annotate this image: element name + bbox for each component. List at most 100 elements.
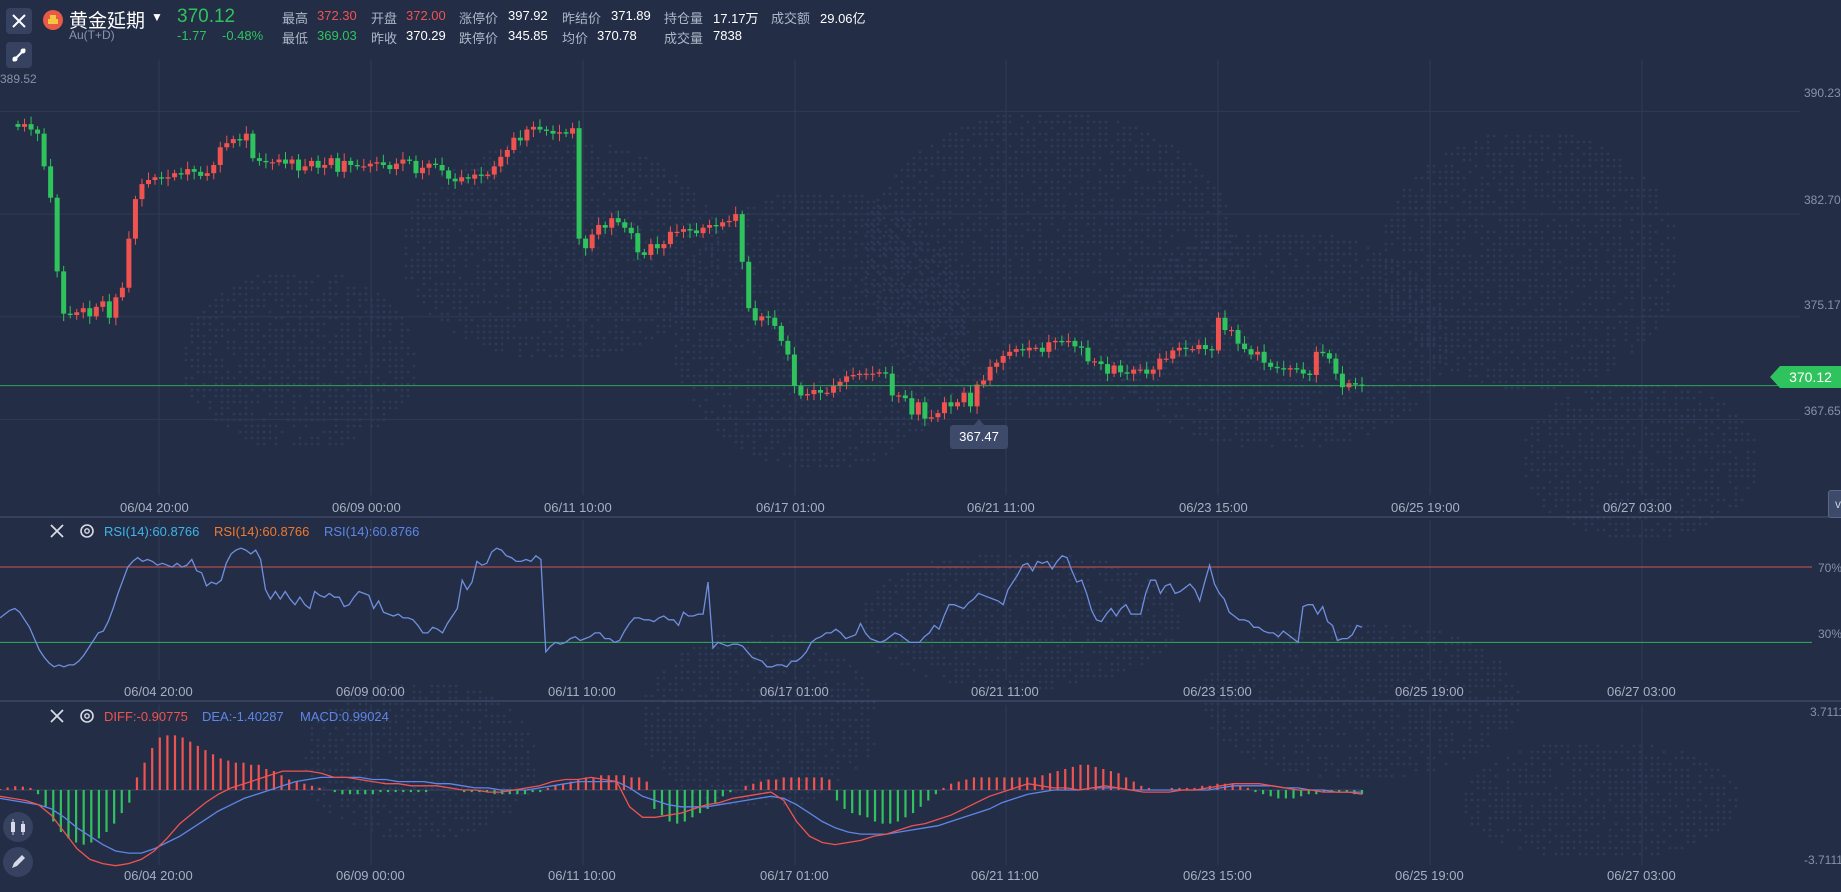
map-dot xyxy=(1258,234,1262,238)
map-dot xyxy=(208,364,212,368)
map-dot xyxy=(1258,420,1262,424)
map-dot xyxy=(1218,282,1222,286)
map-dot xyxy=(596,252,600,256)
map-dot xyxy=(1146,204,1150,208)
map-dot xyxy=(1002,246,1006,250)
map-dot xyxy=(1014,252,1018,256)
map-dot xyxy=(932,284,936,288)
map-dot xyxy=(1032,306,1036,310)
map-dot xyxy=(494,240,498,244)
map-dot xyxy=(274,358,278,362)
map-dot xyxy=(908,218,912,222)
map-dot xyxy=(876,312,880,316)
map-dot xyxy=(1188,354,1192,358)
map-dot xyxy=(530,210,534,214)
map-dot xyxy=(1276,246,1280,250)
map-dot xyxy=(1062,132,1066,136)
map-dot xyxy=(1246,432,1250,436)
map-dot xyxy=(1150,276,1154,280)
map-dot xyxy=(812,434,816,438)
map-dot xyxy=(836,218,840,222)
map-dot xyxy=(488,312,492,316)
map-dot xyxy=(578,348,582,352)
map-dot xyxy=(1264,234,1268,238)
map-dot xyxy=(1210,300,1214,304)
map-dot xyxy=(806,218,810,222)
map-dot xyxy=(920,284,924,288)
map-dot xyxy=(1222,342,1226,346)
map-dot xyxy=(914,266,918,270)
map-dot xyxy=(990,330,994,334)
map-dot xyxy=(1240,390,1244,394)
map-dot xyxy=(668,312,672,316)
map-dot xyxy=(764,422,768,426)
map-dot xyxy=(1194,228,1198,232)
map-dot xyxy=(1246,234,1250,238)
map-dot xyxy=(1002,228,1006,232)
map-dot xyxy=(1152,252,1156,256)
map-dot xyxy=(776,302,780,306)
map-dot xyxy=(1246,378,1250,382)
map-dot xyxy=(1014,360,1018,364)
map-dot xyxy=(734,344,738,348)
map-dot xyxy=(704,248,708,252)
map-dot xyxy=(244,298,248,302)
map-dot xyxy=(596,210,600,214)
map-dot xyxy=(1104,222,1108,226)
map-dot xyxy=(984,168,988,172)
map-dot xyxy=(262,292,266,296)
map-dot xyxy=(854,392,858,396)
map-dot xyxy=(944,254,948,258)
map-dot xyxy=(506,198,510,202)
map-dot xyxy=(920,242,924,246)
map-dot xyxy=(1080,252,1084,256)
map-dot xyxy=(818,416,822,420)
map-dot xyxy=(860,344,864,348)
map-dot xyxy=(1212,276,1216,280)
map-dot xyxy=(494,336,498,340)
map-dot xyxy=(428,252,432,256)
map-dot xyxy=(1252,288,1256,292)
map-dot xyxy=(978,366,982,370)
map-dot xyxy=(536,276,540,280)
map-dot xyxy=(848,266,852,270)
map-dot xyxy=(482,240,486,244)
map-dot xyxy=(1176,270,1180,274)
map-dot xyxy=(268,280,272,284)
map-dot xyxy=(656,162,660,166)
map-dot xyxy=(310,280,314,284)
map-dot xyxy=(942,294,946,298)
map-dot xyxy=(1074,174,1078,178)
map-dot xyxy=(440,246,444,250)
map-dot xyxy=(1080,294,1084,298)
map-dot xyxy=(1198,396,1202,400)
map-dot xyxy=(1092,120,1096,124)
map-dot xyxy=(1014,294,1018,298)
map-dot xyxy=(914,290,918,294)
map-dot xyxy=(1116,288,1120,292)
map-dot xyxy=(1282,396,1286,400)
map-dot xyxy=(1092,306,1096,310)
map-dot xyxy=(788,230,792,234)
map-dot xyxy=(1140,312,1144,316)
map-dot xyxy=(770,278,774,282)
map-dot xyxy=(464,180,468,184)
map-dot xyxy=(1270,360,1274,364)
map-dot xyxy=(1204,420,1208,424)
map-dot xyxy=(954,342,958,346)
map-dot xyxy=(906,162,910,166)
map-dot xyxy=(752,272,756,276)
map-dot xyxy=(1158,234,1162,238)
map-dot xyxy=(1246,354,1250,358)
map-dot xyxy=(1288,414,1292,418)
map-dot xyxy=(1146,318,1150,322)
map-dot xyxy=(632,168,636,172)
map-dot xyxy=(680,284,684,288)
map-dot xyxy=(878,440,882,444)
map-dot xyxy=(632,162,636,166)
map-dot xyxy=(560,228,564,232)
map-dot xyxy=(698,380,702,384)
map-dot xyxy=(446,312,450,316)
map-dot xyxy=(1252,246,1256,250)
